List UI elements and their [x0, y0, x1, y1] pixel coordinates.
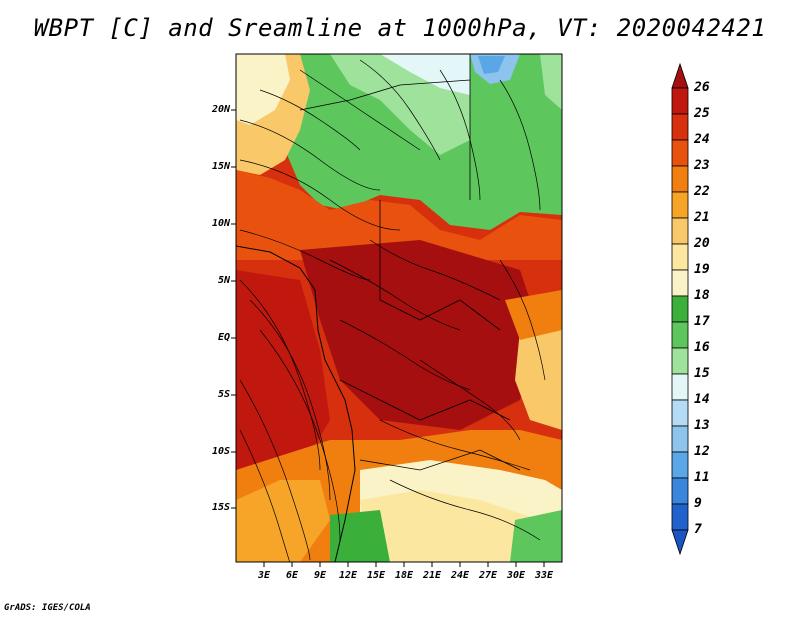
colorbar-segment: [671, 321, 689, 349]
lon-ticks: [263, 562, 545, 567]
colorbar-label-21: 21: [694, 210, 710, 225]
field-west-red: [236, 270, 330, 480]
colorbar-label-25: 25: [694, 106, 710, 121]
lat-label-15n: 15N: [211, 161, 230, 172]
lat-label-5n: 5N: [217, 275, 230, 286]
lon-label-12e: 12E: [338, 570, 358, 581]
lon-label-3e: 3E: [257, 570, 271, 581]
colorbar-segment: [671, 269, 689, 297]
colorbar-label-20: 20: [694, 236, 710, 251]
colorbar-segment: [671, 477, 689, 505]
colorbar-top-arrow: [671, 62, 689, 89]
lon-label-9e: 9E: [313, 570, 327, 581]
colorbar-segment: [671, 113, 689, 141]
colorbar-segment: [671, 347, 689, 375]
lon-label-6e: 6E: [285, 570, 299, 581]
lon-label-18e: 18E: [394, 570, 414, 581]
lon-label-27e: 27E: [478, 570, 498, 581]
field-north-green: [236, 54, 562, 230]
colorbar-segment: [671, 295, 689, 323]
colorbar-segment: [671, 503, 689, 531]
colorbar-label-9: 9: [694, 496, 702, 511]
colorbar: [671, 62, 689, 556]
lat-label-5s: 5S: [217, 389, 230, 400]
colorbar-label-23: 23: [694, 158, 710, 173]
lat-label-10n: 10N: [211, 218, 230, 229]
colorbar-bottom-arrow: [671, 529, 689, 556]
colorbar-segment: [671, 451, 689, 479]
colorbar-label-22: 22: [694, 184, 710, 199]
colorbar-segment: [671, 243, 689, 271]
map-title: WBPT [C] and Sreamline at 1000hPa, VT: 2…: [33, 14, 767, 42]
colorbar-label-26: 26: [694, 80, 710, 95]
lon-label-30e: 30E: [506, 570, 526, 581]
lon-label-33e: 33E: [534, 570, 554, 581]
colorbar-label-19: 19: [694, 262, 710, 277]
colorbar-label-11: 11: [694, 470, 710, 485]
colorbar-label-7: 7: [694, 522, 702, 537]
lat-ticks: [231, 109, 236, 509]
colorbar-label-12: 12: [694, 444, 710, 459]
lon-label-21e: 21E: [422, 570, 442, 581]
coastline: [236, 245, 356, 562]
colorbar-segment: [671, 373, 689, 401]
colorbar-label-18: 18: [694, 288, 710, 303]
field-sahel-orange: [236, 170, 562, 260]
colorbar-segment: [671, 191, 689, 219]
colorbar-segment: [671, 87, 689, 115]
field-northeast-green: [540, 54, 562, 110]
streamlines: [239, 59, 546, 562]
colorbar-label-16: 16: [694, 340, 710, 355]
field-east-yellow: [515, 320, 562, 430]
colorbar-segment: [671, 425, 689, 453]
field-nw-paleyellow: [236, 54, 290, 125]
colorbar-segment: [671, 139, 689, 167]
field-east-orange: [505, 290, 562, 340]
colorbar-label-15: 15: [694, 366, 710, 381]
field-south-green: [330, 510, 390, 562]
map-frame: [235, 53, 563, 563]
field-congo-red: [300, 240, 540, 430]
colorbar-segment: [671, 217, 689, 245]
field-southeast-green: [510, 510, 562, 562]
lat-label-eq: EQ: [217, 332, 230, 343]
colorbar-label-24: 24: [694, 132, 710, 147]
border-lines: [299, 54, 521, 471]
colorbar-segment: [671, 399, 689, 427]
colorbar-label-17: 17: [694, 314, 710, 329]
lat-label-20n: 20N: [211, 104, 230, 115]
lon-label-24e: 24E: [450, 570, 470, 581]
field-south-yellow: [360, 490, 562, 562]
colorbar-label-14: 14: [694, 392, 710, 407]
field-north-cyan: [380, 54, 470, 95]
credit-text: GrADS: IGES/COLA: [4, 603, 91, 613]
field-north-blue2: [478, 56, 505, 74]
field-southwest-lightorange: [236, 480, 330, 562]
colorbar-segment: [671, 165, 689, 193]
lat-label-10s: 10S: [211, 446, 230, 457]
lat-label-15s: 15S: [211, 502, 230, 513]
lon-label-15e: 15E: [366, 570, 386, 581]
colorbar-label-13: 13: [694, 418, 710, 433]
